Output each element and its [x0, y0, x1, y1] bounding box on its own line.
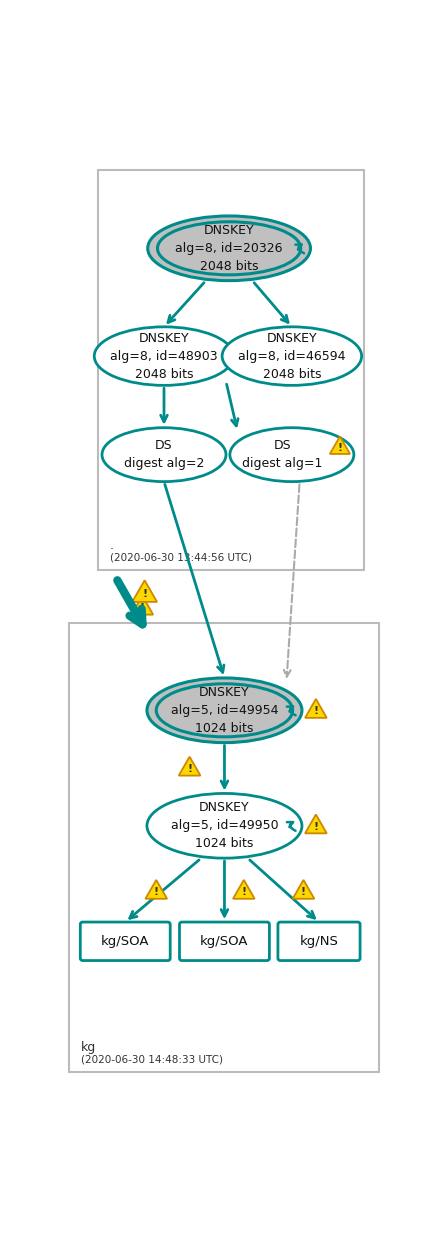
Text: (2020-06-30 13:44:56 UTC): (2020-06-30 13:44:56 UTC)	[110, 552, 252, 562]
Polygon shape	[145, 879, 167, 899]
Polygon shape	[131, 595, 153, 615]
Text: !: !	[313, 821, 318, 832]
Text: DNSKEY
alg=8, id=46594
2048 bits: DNSKEY alg=8, id=46594 2048 bits	[238, 332, 345, 380]
Polygon shape	[330, 436, 350, 454]
Ellipse shape	[222, 327, 361, 385]
Text: !: !	[140, 603, 145, 614]
Text: kg: kg	[81, 1041, 96, 1053]
FancyBboxPatch shape	[98, 169, 364, 571]
Text: DS
digest alg=2: DS digest alg=2	[124, 440, 204, 471]
Text: .: .	[110, 538, 114, 552]
Text: !: !	[142, 589, 147, 599]
Text: !: !	[187, 764, 192, 774]
Polygon shape	[305, 699, 327, 718]
Polygon shape	[233, 879, 255, 899]
Polygon shape	[305, 814, 327, 834]
Text: !: !	[337, 443, 342, 453]
FancyBboxPatch shape	[179, 923, 270, 961]
Text: kg/SOA: kg/SOA	[200, 935, 249, 947]
Text: !: !	[241, 887, 246, 898]
Text: DNSKEY
alg=8, id=20326
2048 bits: DNSKEY alg=8, id=20326 2048 bits	[175, 224, 283, 273]
Text: kg/SOA: kg/SOA	[101, 935, 150, 947]
FancyBboxPatch shape	[80, 923, 170, 961]
Polygon shape	[179, 757, 200, 776]
Text: !: !	[313, 706, 318, 716]
Polygon shape	[132, 580, 157, 601]
Text: !: !	[154, 887, 159, 898]
Ellipse shape	[102, 427, 226, 482]
Text: !: !	[301, 887, 306, 898]
Polygon shape	[293, 879, 314, 899]
Text: DNSKEY
alg=5, id=49950
1024 bits: DNSKEY alg=5, id=49950 1024 bits	[170, 802, 278, 851]
Ellipse shape	[147, 678, 302, 742]
Ellipse shape	[148, 216, 310, 280]
Ellipse shape	[230, 427, 354, 482]
Text: (2020-06-30 14:48:33 UTC): (2020-06-30 14:48:33 UTC)	[81, 1055, 223, 1065]
Ellipse shape	[147, 793, 302, 858]
FancyBboxPatch shape	[69, 622, 380, 1072]
Text: DS
digest alg=1: DS digest alg=1	[242, 440, 323, 471]
Text: DNSKEY
alg=8, id=48903
2048 bits: DNSKEY alg=8, id=48903 2048 bits	[110, 332, 218, 380]
FancyBboxPatch shape	[278, 923, 360, 961]
Text: DNSKEY
alg=5, id=49954
1024 bits: DNSKEY alg=5, id=49954 1024 bits	[170, 685, 278, 735]
Text: kg/NS: kg/NS	[300, 935, 338, 947]
Ellipse shape	[94, 327, 234, 385]
